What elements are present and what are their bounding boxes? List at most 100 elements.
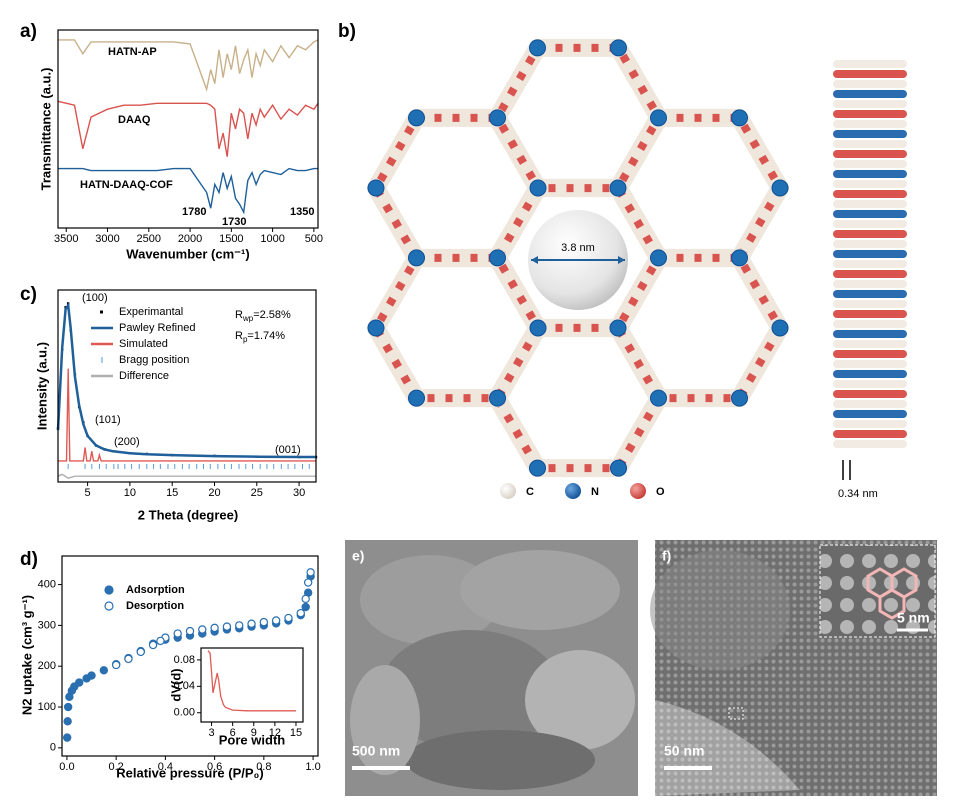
panel-label: e) [352,548,364,564]
peak-label: (101) [95,414,121,426]
data-point [148,640,158,650]
data-point [306,568,315,577]
data-point [247,619,256,628]
y-tick-label: 0.04 [174,680,195,692]
stack-layer [833,70,907,78]
legend-label: Bragg position [119,354,189,366]
stack-layer [833,160,907,168]
stack-layer [833,60,907,68]
fit-stat: Rwp=2.58% [235,309,291,323]
x-tick-label: 1500 [219,233,243,245]
atom-legend-label: N [591,486,599,498]
framework-node [650,109,667,127]
data-point [173,629,182,638]
legend-label: Pawley Refined [119,322,195,334]
stack-layer [833,380,907,388]
stack-layer [833,390,907,398]
stack-layer [833,110,907,118]
y-axis-label: dV(d) [168,668,183,701]
stack-layer [833,200,907,208]
data-point [99,666,109,675]
stack-layer [833,360,907,368]
legend-label: Desorption [126,600,184,612]
data-point [62,733,72,742]
stack-layer [833,370,907,378]
stack-layer [833,430,907,438]
x-tick-label: 0.2 [109,761,124,773]
data-point [259,617,269,627]
framework-node [529,319,547,337]
data-point [124,654,133,664]
x-tick-label: 3000 [95,233,119,245]
data-point [271,616,281,625]
zoom-box [728,707,744,720]
legend-label: Adsorption [126,584,185,596]
y-axis-label: N2 uptake (cm³ g⁻¹) [19,595,34,715]
x-tick-label: 10 [124,487,136,499]
data-point [156,636,165,646]
legend-swatch [104,585,114,595]
series-line [56,301,316,459]
structure-panel: b) 3.8 nm 0.34 nm C N O [338,21,907,500]
framework-node [650,249,667,267]
data-point [296,608,305,618]
stack-layer [833,150,907,158]
inset-background [201,648,303,722]
framework-node [610,459,627,477]
framework-node [609,319,627,337]
panel-label: b) [338,21,356,42]
plot-frame [61,555,319,757]
tem-panels: e) 500 nm 5 nm f) 50 nm [345,540,937,796]
stack-layer [833,260,907,268]
fit-stat-value: =1.74% [247,330,285,342]
stack-layer [833,190,907,198]
stack-layer [833,330,907,338]
peak-annotation: 1780 [182,206,206,218]
stack-layer [833,440,907,448]
data-point [185,626,195,636]
data-point [301,594,310,604]
stack-layer [833,340,907,348]
legend-swatch [100,310,103,314]
stack-layer [833,180,907,188]
x-tick-label: 0.8 [256,761,271,773]
data-point [87,671,96,680]
framework-node [771,179,789,197]
framework-node [489,249,506,267]
legend-label: Experimantal [119,306,183,318]
x-tick-label: 15 [166,487,178,499]
framework-node [408,389,425,407]
atom-legend-label: O [656,486,665,498]
framework-node [731,109,748,127]
framework-node [610,39,627,57]
framework-node [367,319,385,337]
peak-annotation: 1350 [290,206,314,218]
framework-node [529,459,546,477]
x-tick-label: 2000 [178,233,202,245]
stack-layer [833,400,907,408]
x-tick-label: 500 [305,233,323,245]
atom-legend-ball [500,483,516,499]
tem-particle [405,730,595,790]
legend-label: Simulated [119,338,168,350]
x-axis-label: Relative pressure (P/P₀) [116,765,263,780]
y-tick-label: 400 [38,578,56,590]
x-axis-label: Pore width [219,732,286,747]
x-tick-label: 20 [208,487,220,499]
stack-layer [833,290,907,298]
series-line [58,167,318,215]
peak-label: (200) [114,436,140,448]
plot-frame [200,647,304,723]
data-point [111,660,121,670]
fit-stat-symbol: R [235,309,243,321]
stack-layer [833,100,907,108]
x-tick-label: 30 [293,487,305,499]
x-axis-label: 2 Theta (degree) [138,507,238,522]
series-line [57,100,319,157]
data-point [301,602,310,612]
peak-annotation: 1730 [222,216,246,228]
stack-layer [833,80,907,88]
stack-layer [833,270,907,278]
framework-node [529,179,547,197]
